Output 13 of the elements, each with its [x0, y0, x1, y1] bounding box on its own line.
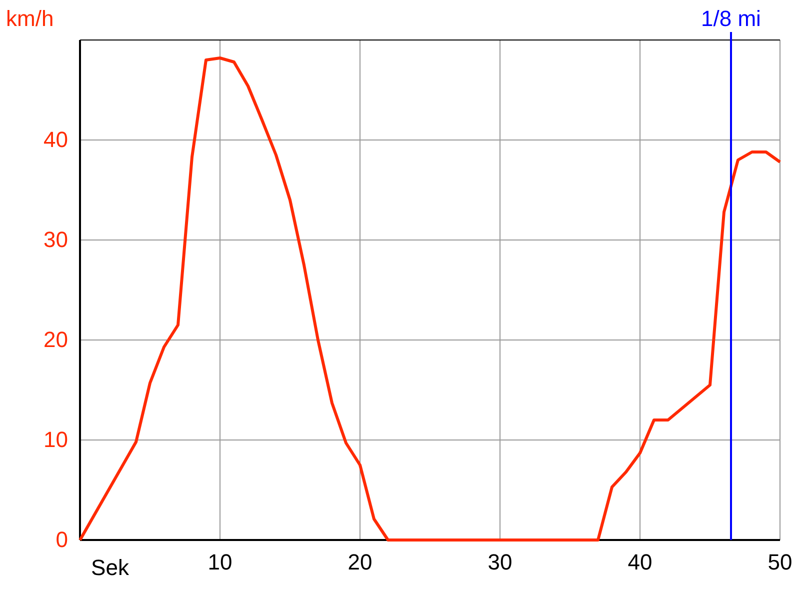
x-tick-label: 50 [768, 550, 792, 575]
x-axis-title: Sek [91, 555, 130, 580]
y-tick-label: 20 [44, 327, 68, 352]
x-tick-label: 40 [628, 550, 652, 575]
ref-line-label: 1/8 mi [701, 6, 761, 31]
x-tick-label: 10 [208, 550, 232, 575]
y-tick-label: 0 [56, 527, 68, 552]
x-tick-label: 20 [348, 550, 372, 575]
y-axis-title: km/h [6, 6, 54, 31]
y-tick-label: 40 [44, 127, 68, 152]
y-tick-label: 10 [44, 427, 68, 452]
x-tick-label: 30 [488, 550, 512, 575]
y-tick-label: 30 [44, 227, 68, 252]
